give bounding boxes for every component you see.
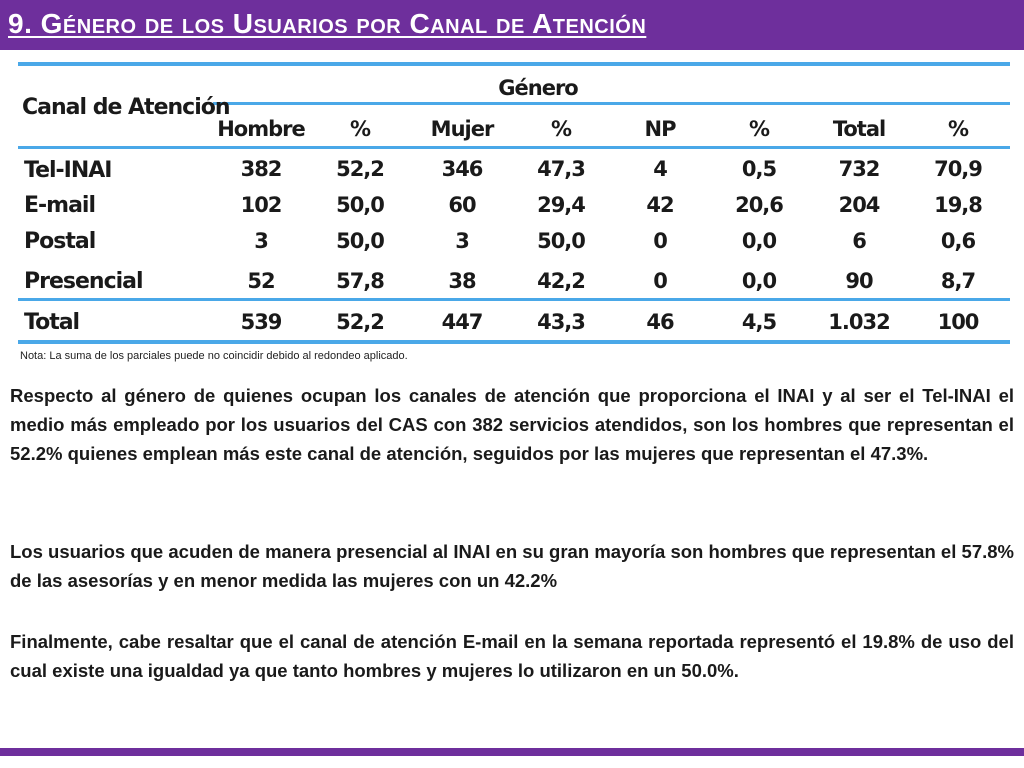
column-header: NP [644, 117, 677, 141]
row-header: Canal de Atención [22, 95, 231, 120]
table-cell: 0,0 [741, 229, 777, 253]
bottom-bar [0, 748, 1024, 756]
paragraph-gender-tel-inai: Respecto al género de quienes ocupan los… [10, 385, 1014, 464]
row-label: Total [24, 310, 80, 335]
page-title: 9. Género de los Usuarios por Canal de A… [8, 8, 647, 39]
paragraph-email: Finalmente, cabe resaltar que el canal d… [10, 631, 1014, 681]
table-cell: 0,6 [940, 229, 976, 253]
table-cell: 46 [646, 310, 674, 334]
column-header: % [550, 117, 572, 141]
table-cell: 60 [448, 193, 476, 217]
table-cell: 0 [653, 269, 668, 293]
table-cell: 50,0 [336, 193, 385, 217]
table-cell: 52 [247, 269, 275, 293]
row-label: E-mail [24, 193, 96, 218]
table-cell: 70,9 [934, 157, 983, 181]
table-cell: 539 [240, 310, 283, 334]
table-cell: 382 [240, 157, 283, 181]
table-cell: 3 [455, 229, 470, 253]
table-cell: 204 [838, 193, 881, 217]
table-top-rule [18, 62, 1010, 66]
row-label: Postal [24, 229, 96, 254]
table-cell: 20,6 [735, 193, 784, 217]
paragraph-presencial: Los usuarios que acuden de manera presen… [10, 541, 1014, 591]
total-top-rule [18, 298, 1010, 301]
table-cell: 47,3 [537, 157, 586, 181]
table-cell: 52,2 [336, 157, 385, 181]
table-cell: 4 [653, 157, 668, 181]
table-cell: 42 [646, 193, 674, 217]
table-cell: 6 [852, 229, 867, 253]
table-bottom-rule [18, 340, 1010, 344]
table-cell: 0,5 [741, 157, 777, 181]
table-cell: 43,3 [537, 310, 586, 334]
table-cell: 29,4 [537, 193, 586, 217]
table-cell: 19,8 [934, 193, 983, 217]
table-cell: 346 [441, 157, 484, 181]
column-header: % [947, 117, 969, 141]
data-table: Canal de Atención Género Hombre % Mujer … [18, 62, 1010, 345]
table-cell: 38 [448, 269, 476, 293]
table-cell: 42,2 [537, 269, 586, 293]
table-cell: 447 [441, 310, 484, 334]
column-header: Total [832, 117, 886, 141]
table-cell: 50,0 [537, 229, 586, 253]
table-cell: 8,7 [940, 269, 976, 293]
row-label: Tel-INAI [24, 158, 112, 183]
column-header: Hombre [217, 117, 306, 141]
table-cell: 102 [240, 193, 283, 217]
table-cell: 0 [653, 229, 668, 253]
table-cell: 50,0 [336, 229, 385, 253]
column-header: % [748, 117, 770, 141]
row-label: Presencial [24, 269, 144, 294]
column-header: Mujer [430, 117, 495, 141]
table-note: Nota: La suma de los parciales puede no … [20, 350, 408, 362]
table-cell: 3 [254, 229, 269, 253]
table-cell: 100 [937, 310, 980, 334]
table-cell: 57,8 [336, 269, 385, 293]
column-header: % [349, 117, 371, 141]
table-cell: 1.032 [828, 310, 890, 334]
title-bar: 9. Género de los Usuarios por Canal de A… [0, 0, 1024, 50]
table-cell: 52,2 [336, 310, 385, 334]
group-header: Género [498, 76, 578, 100]
group-header-rule [213, 102, 1010, 105]
table-cell: 0,0 [741, 269, 777, 293]
table-cell: 732 [838, 157, 881, 181]
table-cell: 4,5 [741, 310, 777, 334]
header-bottom-rule [18, 146, 1010, 149]
table-cell: 90 [845, 269, 873, 293]
